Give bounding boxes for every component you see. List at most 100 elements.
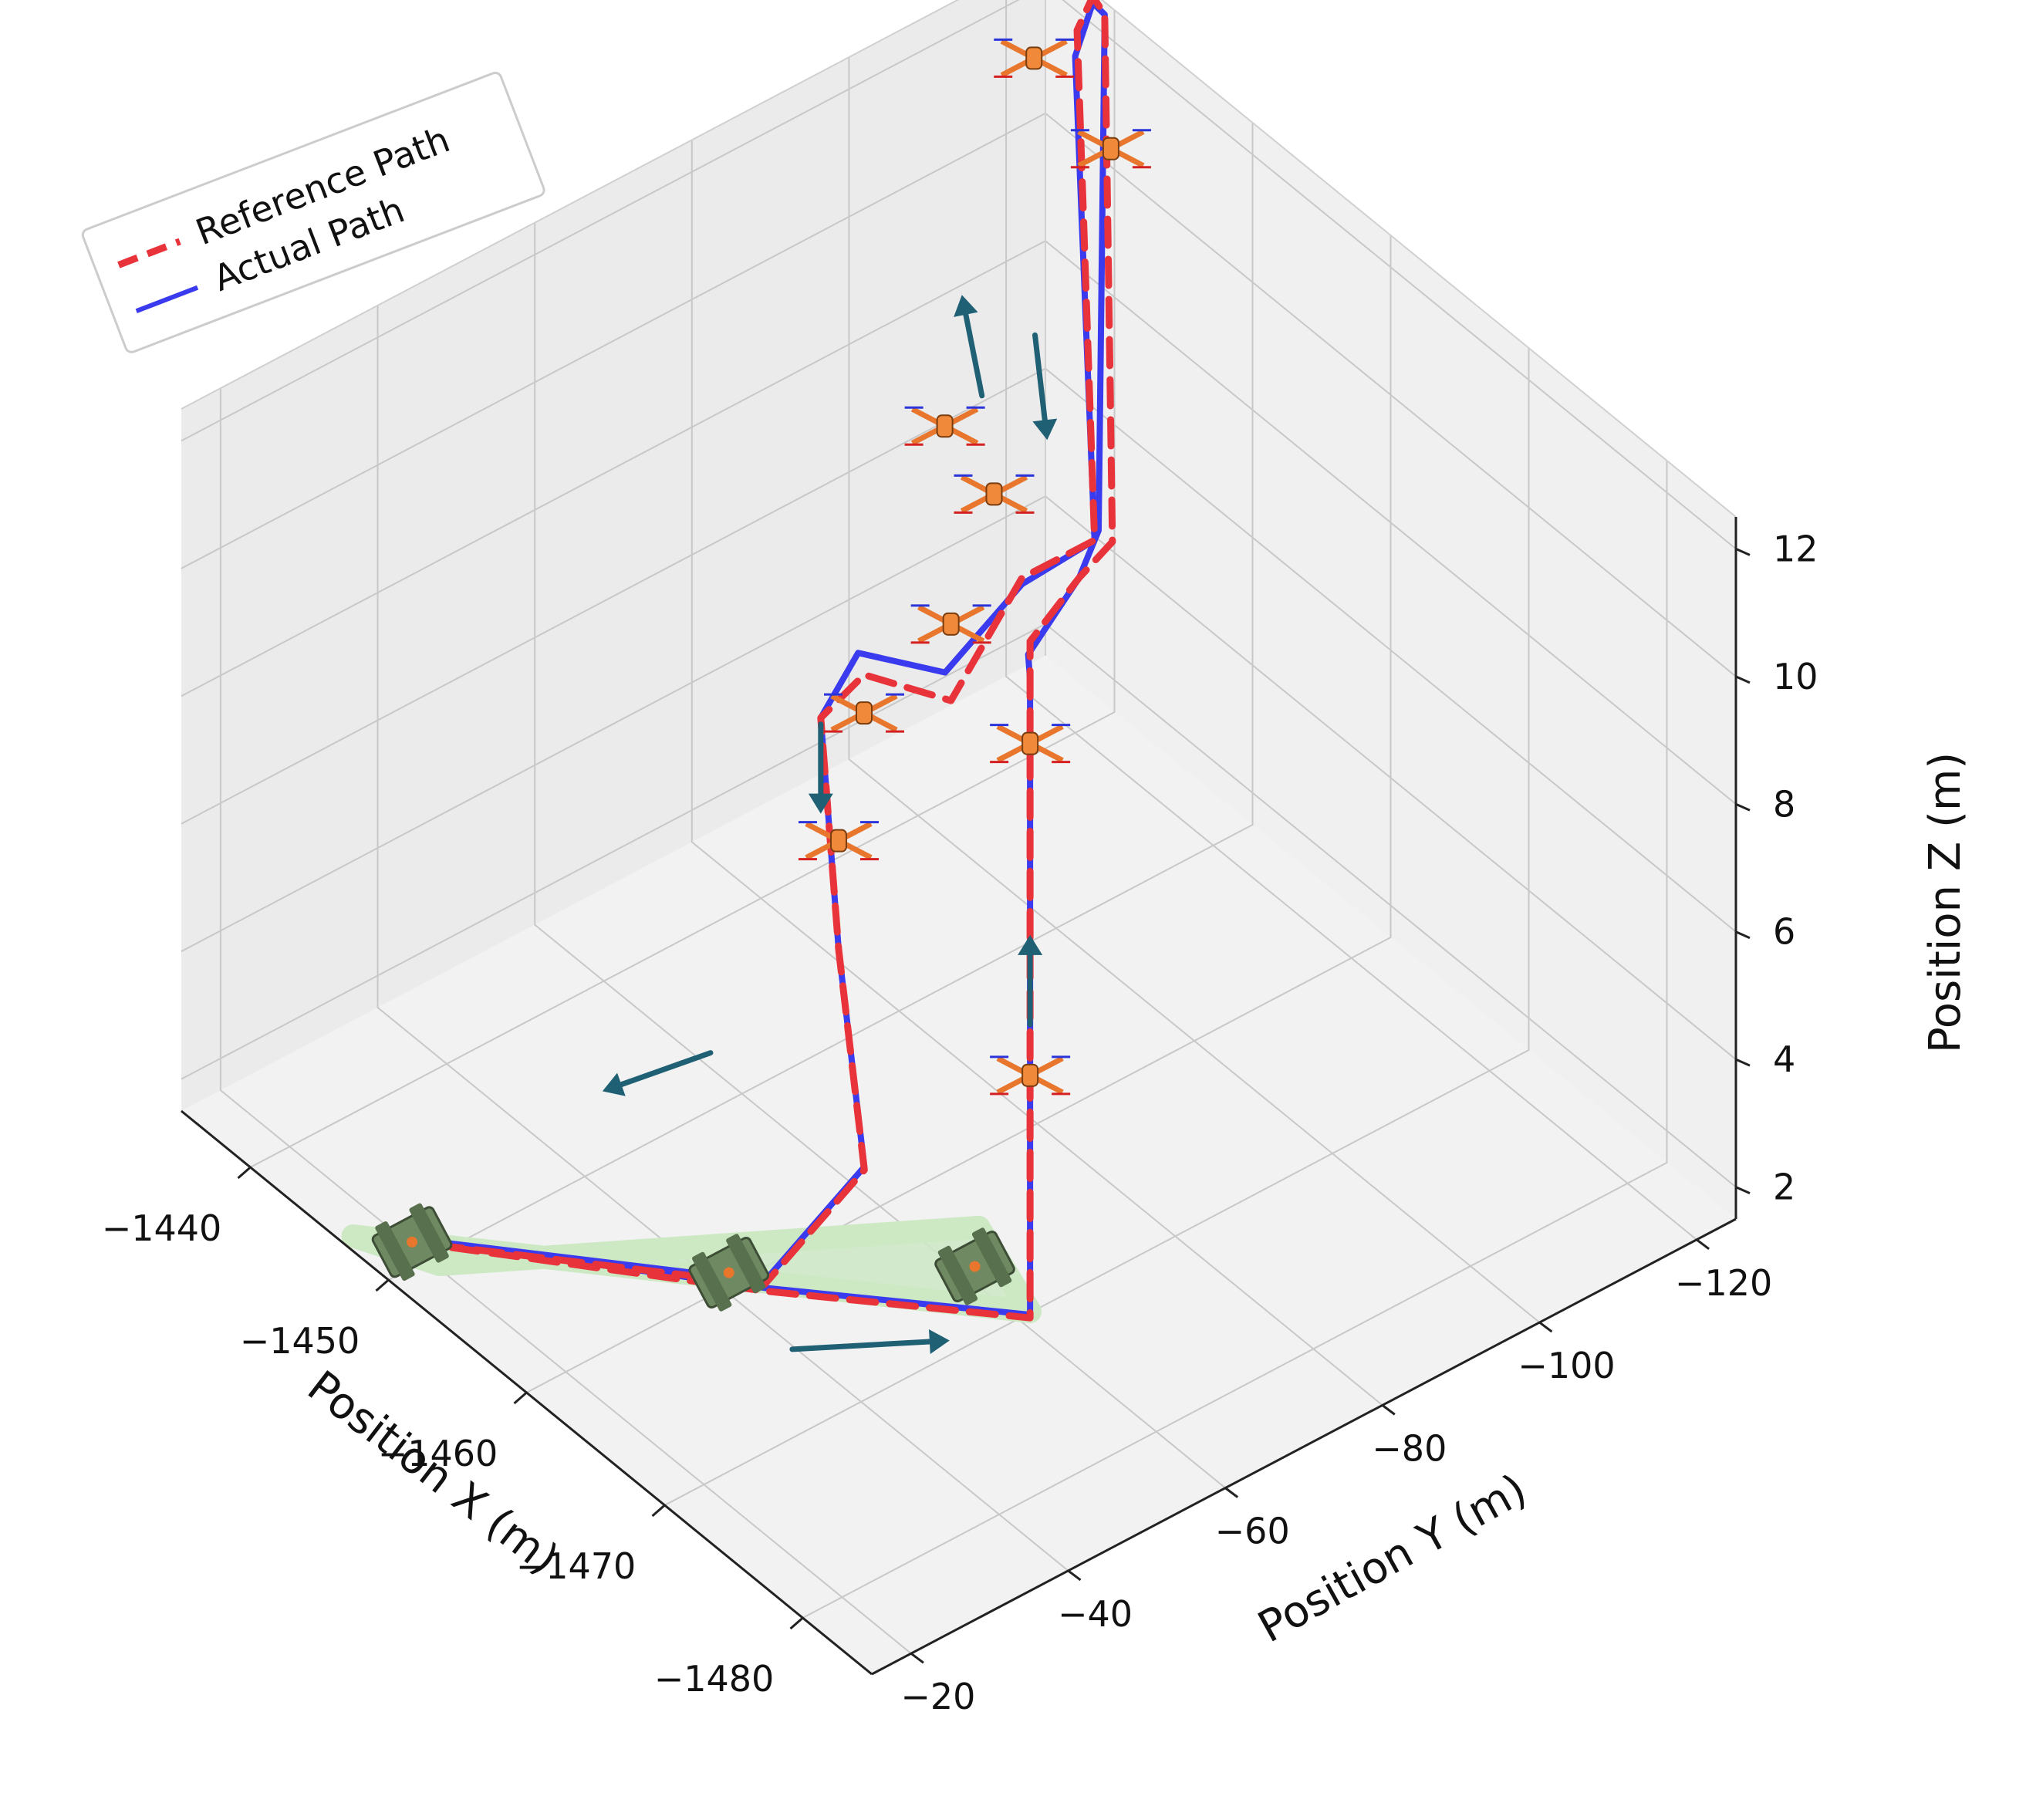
direction-arrow xyxy=(602,1050,714,1096)
x-tick-mark xyxy=(513,1391,528,1405)
drone-marker xyxy=(954,474,1035,514)
y-tick-mark xyxy=(1381,1404,1396,1416)
vehicle-markers xyxy=(371,38,1151,1312)
y-tick-mark xyxy=(1224,1487,1239,1498)
legend-actual-swatch xyxy=(135,285,199,313)
rover-wheel xyxy=(726,1234,766,1294)
z-tick-label: 12 xyxy=(1773,528,1818,569)
arrow-shaft xyxy=(618,1050,714,1088)
grid-lines xyxy=(181,0,1737,1654)
y-tick-label: −60 xyxy=(1215,1511,1290,1552)
grid-line-x xyxy=(250,10,1116,1168)
drone-marker xyxy=(823,693,904,733)
direction-arrows xyxy=(602,295,1058,1354)
drone-body xyxy=(855,701,873,725)
drone-marker xyxy=(910,604,991,644)
grid-line-z xyxy=(181,0,1737,550)
y-axis-title: Position Y (m) xyxy=(1250,1464,1535,1653)
arrow-head xyxy=(1018,934,1043,955)
x-tick-mark xyxy=(651,1504,666,1518)
y-tick-mark xyxy=(1696,1238,1710,1251)
grid-line-y xyxy=(848,57,1541,1323)
grid-line-x xyxy=(802,461,1668,1619)
drone-marker xyxy=(798,821,879,861)
drone-body xyxy=(1021,731,1039,755)
y-tick-mark xyxy=(910,1652,924,1664)
x-tick-label: −1470 xyxy=(516,1545,637,1587)
x-tick-label: −1450 xyxy=(240,1320,360,1362)
x-axis-title: Position X (m) xyxy=(298,1362,567,1585)
x-tick-mark xyxy=(375,1278,390,1292)
rover-mount xyxy=(723,1267,734,1278)
rover-wheel xyxy=(692,1251,732,1312)
legend-reference-swatch xyxy=(117,238,181,268)
x-tick-label: −1480 xyxy=(654,1658,775,1700)
direction-arrow xyxy=(954,295,985,399)
grid-line-x xyxy=(664,348,1530,1506)
z-tick-mark xyxy=(1735,547,1751,556)
y-axis-line xyxy=(871,1217,1737,1676)
arrow-shaft xyxy=(1032,332,1048,423)
legend-box xyxy=(81,71,545,353)
drone-marker xyxy=(904,406,985,446)
pane-edge-top xyxy=(181,0,1737,518)
z-axis-title: Position Z (m) xyxy=(1920,752,1970,1053)
y-tick-label: −120 xyxy=(1675,1262,1772,1304)
drone-body xyxy=(942,612,960,636)
grid-line-y xyxy=(219,388,912,1654)
rover-mount xyxy=(407,1236,418,1248)
z-tick-mark xyxy=(1735,802,1751,812)
z-tick-label: 10 xyxy=(1773,656,1818,697)
drone-marker xyxy=(1070,129,1151,169)
grid-line-y xyxy=(376,305,1069,1572)
rover-marker xyxy=(688,1234,770,1312)
arrow-shaft xyxy=(789,1339,933,1352)
arrow-head xyxy=(808,793,833,814)
y-tick-label: −40 xyxy=(1058,1593,1133,1635)
y-tick-label: −100 xyxy=(1518,1345,1615,1386)
arrow-head xyxy=(1032,418,1058,441)
rover-wheel xyxy=(937,1245,978,1305)
tick-labels: −1440 −1450 −1460 −1470 −1480 −20 −40 −60 −80 −10… xyxy=(102,528,1818,1717)
rover-wheel xyxy=(971,1227,1012,1288)
drone-marker xyxy=(994,38,1075,78)
x-tick-mark xyxy=(789,1616,804,1630)
grid-line-x xyxy=(388,123,1254,1281)
x-tick-mark xyxy=(237,1166,252,1180)
arrow-head xyxy=(602,1072,626,1096)
rover-marker xyxy=(934,1227,1015,1305)
z-tick-label: 6 xyxy=(1773,911,1795,953)
axis-lines xyxy=(181,517,1751,1676)
x-tick-label: −1440 xyxy=(102,1207,222,1249)
drone-body xyxy=(936,414,954,438)
rover-wheel xyxy=(375,1221,415,1281)
x-tick-label: −1460 xyxy=(378,1433,498,1474)
drone-marker xyxy=(990,1055,1071,1096)
arrow-head xyxy=(954,295,978,317)
grid-line-y xyxy=(691,140,1383,1406)
z-tick-mark xyxy=(1735,930,1751,940)
axis-panes xyxy=(181,0,1736,1674)
z-tick-mark xyxy=(1735,1058,1751,1067)
direction-arrow xyxy=(1032,332,1058,441)
direction-arrow xyxy=(808,721,833,814)
z-tick-mark xyxy=(1735,675,1751,684)
rover-mount xyxy=(969,1261,981,1272)
rover-marker xyxy=(371,1203,453,1281)
rover-wheel xyxy=(409,1203,449,1263)
drone-body xyxy=(985,482,1003,506)
z-tick-label: 8 xyxy=(1773,783,1795,825)
drone-body xyxy=(1021,1063,1039,1087)
drone-body xyxy=(1025,46,1043,70)
left-back-pane xyxy=(181,0,1045,1111)
direction-arrow xyxy=(1018,934,1043,1028)
arrow-head xyxy=(928,1329,950,1354)
y-tick-label: −20 xyxy=(900,1676,975,1717)
arrow-shaft xyxy=(963,312,985,399)
drone-marker xyxy=(990,724,1071,764)
legend: Reference Path Actual Path xyxy=(81,71,545,353)
drone-body xyxy=(1102,137,1119,160)
z-tick-label: 2 xyxy=(1773,1167,1795,1208)
